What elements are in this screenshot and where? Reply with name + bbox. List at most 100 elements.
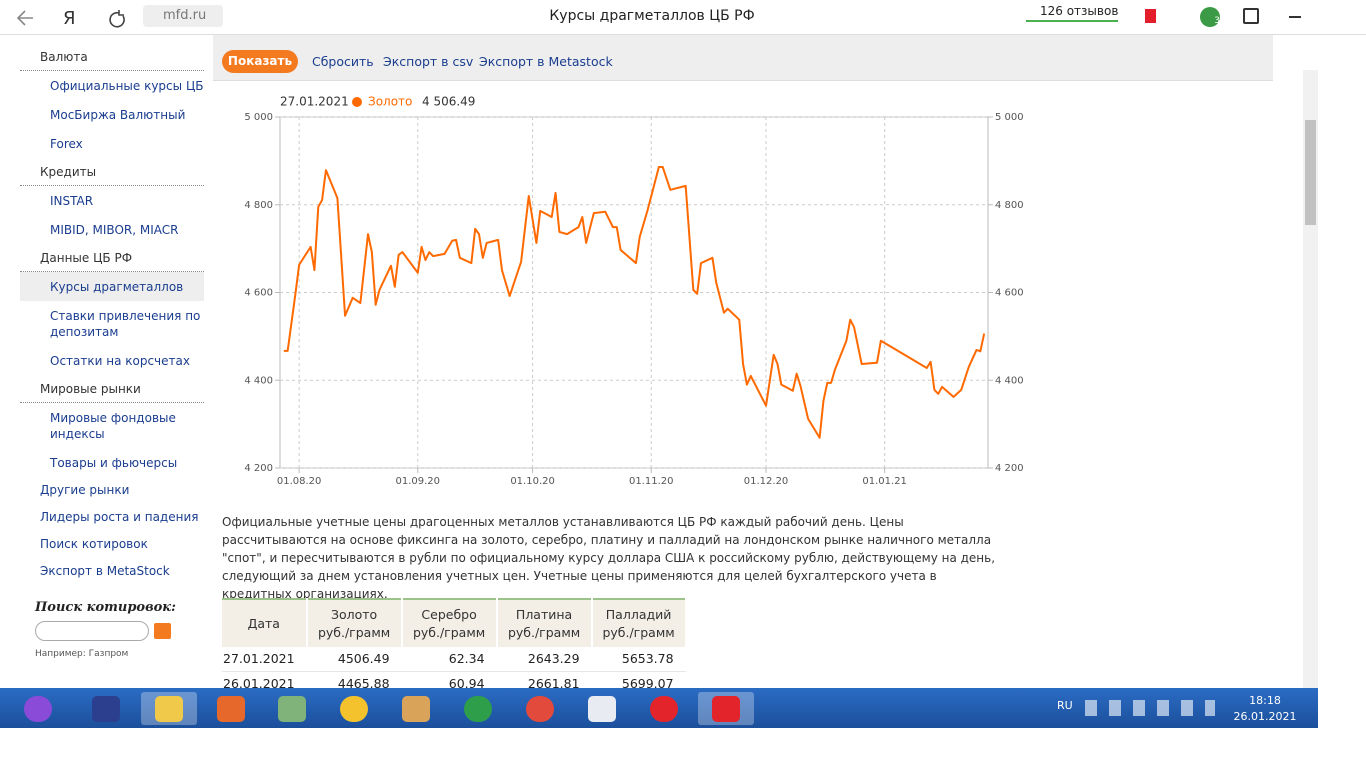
- show-button[interactable]: Показать: [222, 50, 298, 73]
- nav-link[interactable]: Другие рынки: [40, 483, 130, 497]
- minimize[interactable]: [1289, 16, 1301, 18]
- scroll-thumb[interactable]: [1305, 120, 1316, 225]
- header-text: руб./грамм: [507, 624, 581, 640]
- nav-link[interactable]: Ставки привлечения по депозитам: [50, 309, 201, 339]
- address-bar[interactable]: mfd.ru: [143, 5, 223, 27]
- page-title: Курсы драгметаллов ЦБ РФ: [549, 8, 755, 24]
- nav-link[interactable]: Forex: [50, 137, 83, 151]
- y2-tick-label: 4 400: [995, 375, 1024, 386]
- table-cell: 27.01.2021: [222, 647, 307, 672]
- nav-link[interactable]: Остатки на корсчетах: [50, 354, 190, 368]
- taskbar-app[interactable]: [264, 692, 320, 725]
- table-cell: 4465.88: [306, 671, 402, 688]
- taskbar-app[interactable]: [326, 692, 382, 725]
- nav-link[interactable]: INSTAR: [50, 194, 94, 208]
- bookmark-icon[interactable]: [1145, 9, 1156, 23]
- tray-icons[interactable]: [1085, 700, 1215, 716]
- language[interactable]: RU: [1057, 699, 1073, 712]
- y2-tick-label: 4 800: [995, 200, 1024, 211]
- taskbar-app[interactable]: [636, 692, 692, 725]
- search-row: [35, 621, 205, 641]
- column-header[interactable]: Серебро руб./грамм: [401, 598, 498, 647]
- x-tick-label: 01.11.20: [629, 476, 674, 487]
- toolbar: Показать Сбросить Экспорт в csv Экспорт …: [213, 35, 1273, 81]
- table-row: 27.01.2021 4506.49 62.34 2643.29 5653.78: [222, 647, 686, 672]
- section-title: Данные ЦБ РФ: [20, 244, 204, 272]
- nav-link[interactable]: МосБиржа Валютный: [50, 108, 186, 122]
- table-cell: 5653.78: [591, 647, 686, 672]
- nav-link[interactable]: Экспорт в MetaStock: [40, 564, 170, 578]
- time: 18:18: [1249, 694, 1281, 707]
- section-title: Кредиты: [20, 158, 204, 186]
- header-row: Дата Золото руб./грамм Серебро руб./грамм Пла…: [222, 598, 687, 647]
- y2-tick-label: 4 200: [995, 463, 1024, 474]
- chart: 4 200 4 200 4 400 4 400 4 600 4 600 4 800 4 800…: [244, 95, 1024, 488]
- taskbar-app[interactable]: [574, 692, 630, 725]
- x-tick-label: 01.09.20: [396, 476, 441, 487]
- search-input[interactable]: [35, 621, 149, 641]
- search-title: Поиск котировок:: [35, 600, 176, 615]
- taskbar-app[interactable]: [450, 692, 506, 725]
- metastock-link[interactable]: Экспорт в Metastock: [479, 54, 613, 69]
- taskbar-app[interactable]: [203, 692, 259, 725]
- tabs-icon[interactable]: [1243, 8, 1259, 24]
- taskbar-app[interactable]: [388, 692, 444, 725]
- header-text: руб./грамм: [412, 624, 486, 640]
- header-text: Серебро: [421, 606, 477, 622]
- tooltip-date: 27.01.2021: [280, 95, 349, 109]
- table-cell: 26.01.2021: [222, 671, 307, 688]
- taskbar-app[interactable]: [78, 692, 134, 725]
- header-text: руб./грамм: [317, 624, 391, 640]
- csv-link[interactable]: Экспорт в csv: [383, 54, 474, 69]
- nav-link[interactable]: Поиск котировок: [40, 537, 148, 551]
- header-text: Дата: [247, 615, 280, 631]
- y2-tick-label: 4 600: [995, 288, 1024, 299]
- nav-link[interactable]: MIBID, MIBOR, MIACR: [50, 223, 179, 237]
- svg-text:Я: Я: [63, 8, 76, 29]
- taskbar-app[interactable]: [10, 692, 66, 725]
- header-text: руб./грамм: [602, 624, 675, 640]
- x-tick-label: 01.08.20: [277, 476, 322, 487]
- header-text: Платина: [515, 606, 573, 622]
- quote-search: Поиск котировок: Например: Газпром: [35, 600, 205, 659]
- nav-link[interactable]: Лидеры роста и падения: [40, 510, 199, 524]
- nav-link[interactable]: Курсы драгметаллов: [20, 272, 204, 301]
- y-tick-label: 4 400: [244, 375, 273, 386]
- nav-link[interactable]: Товары и фьючерсы: [50, 456, 178, 470]
- search-example: Например: Газпром: [35, 649, 129, 659]
- reset-link[interactable]: Сбросить: [312, 54, 374, 69]
- search-button[interactable]: [154, 623, 171, 639]
- column-header[interactable]: Золото руб./грамм: [306, 598, 403, 647]
- taskbar-app[interactable]: [698, 692, 754, 725]
- table-cell: 60.94: [401, 671, 497, 688]
- scrollbar[interactable]: [1303, 70, 1318, 688]
- column-header[interactable]: Дата: [222, 598, 308, 647]
- legend-marker: [352, 97, 362, 107]
- protect-badge[interactable]: 3: [1200, 7, 1220, 27]
- price-line: [283, 166, 986, 439]
- column-header[interactable]: Платина руб./грамм: [496, 598, 593, 647]
- tooltip-value: 4 506.49: [422, 95, 475, 109]
- nav-icons[interactable]: Я: [15, 7, 135, 29]
- nav-link[interactable]: Мировые фондовые индексы: [50, 411, 176, 441]
- table-cell: 62.34: [401, 647, 497, 672]
- page-content: Валюта Официальные курсы ЦБ МосБиржа Валют…: [0, 35, 1318, 688]
- y-tick-label: 4 800: [244, 200, 273, 211]
- taskbar-app[interactable]: [512, 692, 568, 725]
- description: Официальные учетные цены драгоценных мет…: [222, 515, 996, 601]
- table-row: 26.01.2021 4465.88 60.94 2661.81 5699.07: [222, 671, 686, 688]
- x-tick-label: 01.12.20: [744, 476, 789, 487]
- y2-tick-label: 5 000: [995, 112, 1024, 123]
- header-text: Палладий: [605, 606, 672, 622]
- nav-link[interactable]: Официальные курсы ЦБ: [50, 79, 204, 93]
- clock[interactable]: 18:18 26.01.2021: [1230, 693, 1300, 725]
- y-tick-label: 4 200: [244, 463, 273, 474]
- taskbar-app[interactable]: [141, 692, 197, 725]
- legend-label: Золото: [368, 95, 412, 109]
- date: 26.01.2021: [1233, 710, 1297, 723]
- section-title: Мировые рынки: [20, 375, 204, 403]
- reviews[interactable]: 126 отзывов: [1026, 4, 1119, 22]
- column-header[interactable]: Палладий руб./грамм: [591, 598, 687, 647]
